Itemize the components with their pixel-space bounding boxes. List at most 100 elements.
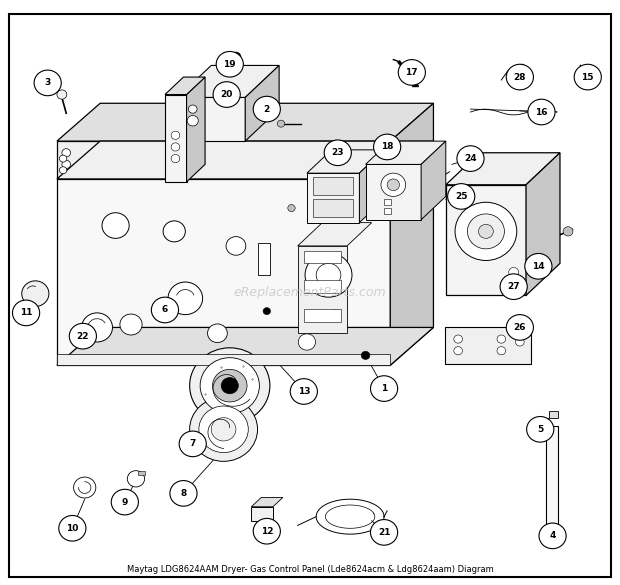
Polygon shape — [307, 173, 360, 223]
Polygon shape — [298, 223, 372, 246]
Circle shape — [329, 310, 341, 322]
Circle shape — [381, 173, 405, 197]
Circle shape — [111, 489, 138, 515]
Circle shape — [168, 282, 203, 315]
Circle shape — [305, 253, 352, 297]
Polygon shape — [446, 185, 526, 295]
Circle shape — [163, 221, 185, 242]
Circle shape — [525, 253, 552, 279]
Circle shape — [298, 334, 316, 350]
Circle shape — [324, 140, 352, 166]
Polygon shape — [165, 77, 205, 95]
Polygon shape — [57, 141, 390, 179]
Circle shape — [374, 134, 401, 160]
Circle shape — [507, 315, 533, 340]
Polygon shape — [546, 537, 558, 549]
Polygon shape — [251, 497, 283, 507]
Text: 24: 24 — [464, 154, 477, 163]
Text: 16: 16 — [535, 108, 547, 116]
Text: 8: 8 — [180, 489, 187, 498]
Circle shape — [62, 160, 71, 168]
Circle shape — [467, 214, 505, 249]
Circle shape — [187, 115, 198, 126]
Polygon shape — [177, 98, 245, 141]
Polygon shape — [366, 141, 446, 164]
Circle shape — [74, 477, 96, 498]
Text: 4: 4 — [549, 531, 556, 541]
Circle shape — [62, 149, 71, 157]
Polygon shape — [57, 354, 390, 365]
Text: 5: 5 — [537, 425, 543, 434]
Text: Maytag LDG8624AAM Dryer- Gas Control Panel (Lde8624acm & Ldg8624aam) Diagram: Maytag LDG8624AAM Dryer- Gas Control Pan… — [126, 565, 494, 574]
Circle shape — [371, 519, 397, 545]
Circle shape — [290, 378, 317, 404]
Bar — [257, 243, 270, 275]
Polygon shape — [446, 153, 560, 185]
Circle shape — [213, 369, 247, 402]
Text: 10: 10 — [66, 524, 79, 533]
Bar — [251, 507, 273, 521]
Text: 9: 9 — [122, 498, 128, 507]
Circle shape — [497, 347, 506, 355]
Circle shape — [398, 60, 425, 85]
Circle shape — [34, 70, 61, 96]
Polygon shape — [390, 141, 433, 365]
Circle shape — [231, 52, 241, 61]
Polygon shape — [57, 328, 433, 365]
Polygon shape — [366, 164, 421, 220]
Text: 19: 19 — [223, 60, 236, 69]
Text: 27: 27 — [507, 282, 520, 291]
Bar — [304, 309, 341, 322]
Text: 28: 28 — [513, 73, 526, 81]
Circle shape — [216, 51, 243, 77]
Circle shape — [221, 377, 239, 394]
Circle shape — [151, 297, 179, 323]
Text: 13: 13 — [298, 387, 310, 396]
Text: 26: 26 — [513, 323, 526, 332]
Circle shape — [507, 64, 533, 90]
Circle shape — [213, 82, 241, 108]
Text: 12: 12 — [260, 526, 273, 536]
Circle shape — [69, 324, 97, 349]
Circle shape — [563, 227, 573, 236]
Circle shape — [539, 523, 566, 549]
Polygon shape — [421, 141, 446, 220]
Text: 17: 17 — [405, 68, 418, 77]
Circle shape — [82, 313, 112, 342]
Polygon shape — [307, 150, 384, 173]
Circle shape — [316, 263, 341, 287]
Polygon shape — [298, 246, 347, 333]
Text: 25: 25 — [455, 192, 467, 201]
Polygon shape — [546, 426, 558, 537]
Polygon shape — [187, 77, 205, 182]
Circle shape — [277, 120, 285, 127]
Bar — [384, 208, 391, 214]
Circle shape — [12, 300, 40, 326]
Text: 6: 6 — [162, 305, 168, 315]
Circle shape — [211, 418, 236, 441]
Circle shape — [188, 105, 197, 113]
Circle shape — [528, 99, 555, 125]
Circle shape — [179, 431, 206, 457]
Circle shape — [120, 314, 142, 335]
Circle shape — [448, 184, 475, 209]
Circle shape — [57, 90, 67, 99]
Circle shape — [288, 205, 295, 212]
Circle shape — [526, 417, 554, 442]
Polygon shape — [177, 66, 279, 98]
Bar — [549, 411, 558, 418]
Text: 18: 18 — [381, 142, 394, 152]
Circle shape — [454, 347, 463, 355]
Text: 20: 20 — [221, 90, 233, 99]
Circle shape — [454, 335, 463, 343]
Circle shape — [253, 97, 280, 122]
Circle shape — [199, 406, 248, 453]
Bar — [304, 280, 341, 292]
Bar — [138, 471, 144, 476]
Bar — [313, 199, 353, 217]
Bar — [313, 177, 353, 195]
Circle shape — [500, 274, 527, 300]
Text: 11: 11 — [20, 308, 32, 318]
Text: 1: 1 — [381, 384, 388, 393]
Circle shape — [60, 155, 67, 162]
